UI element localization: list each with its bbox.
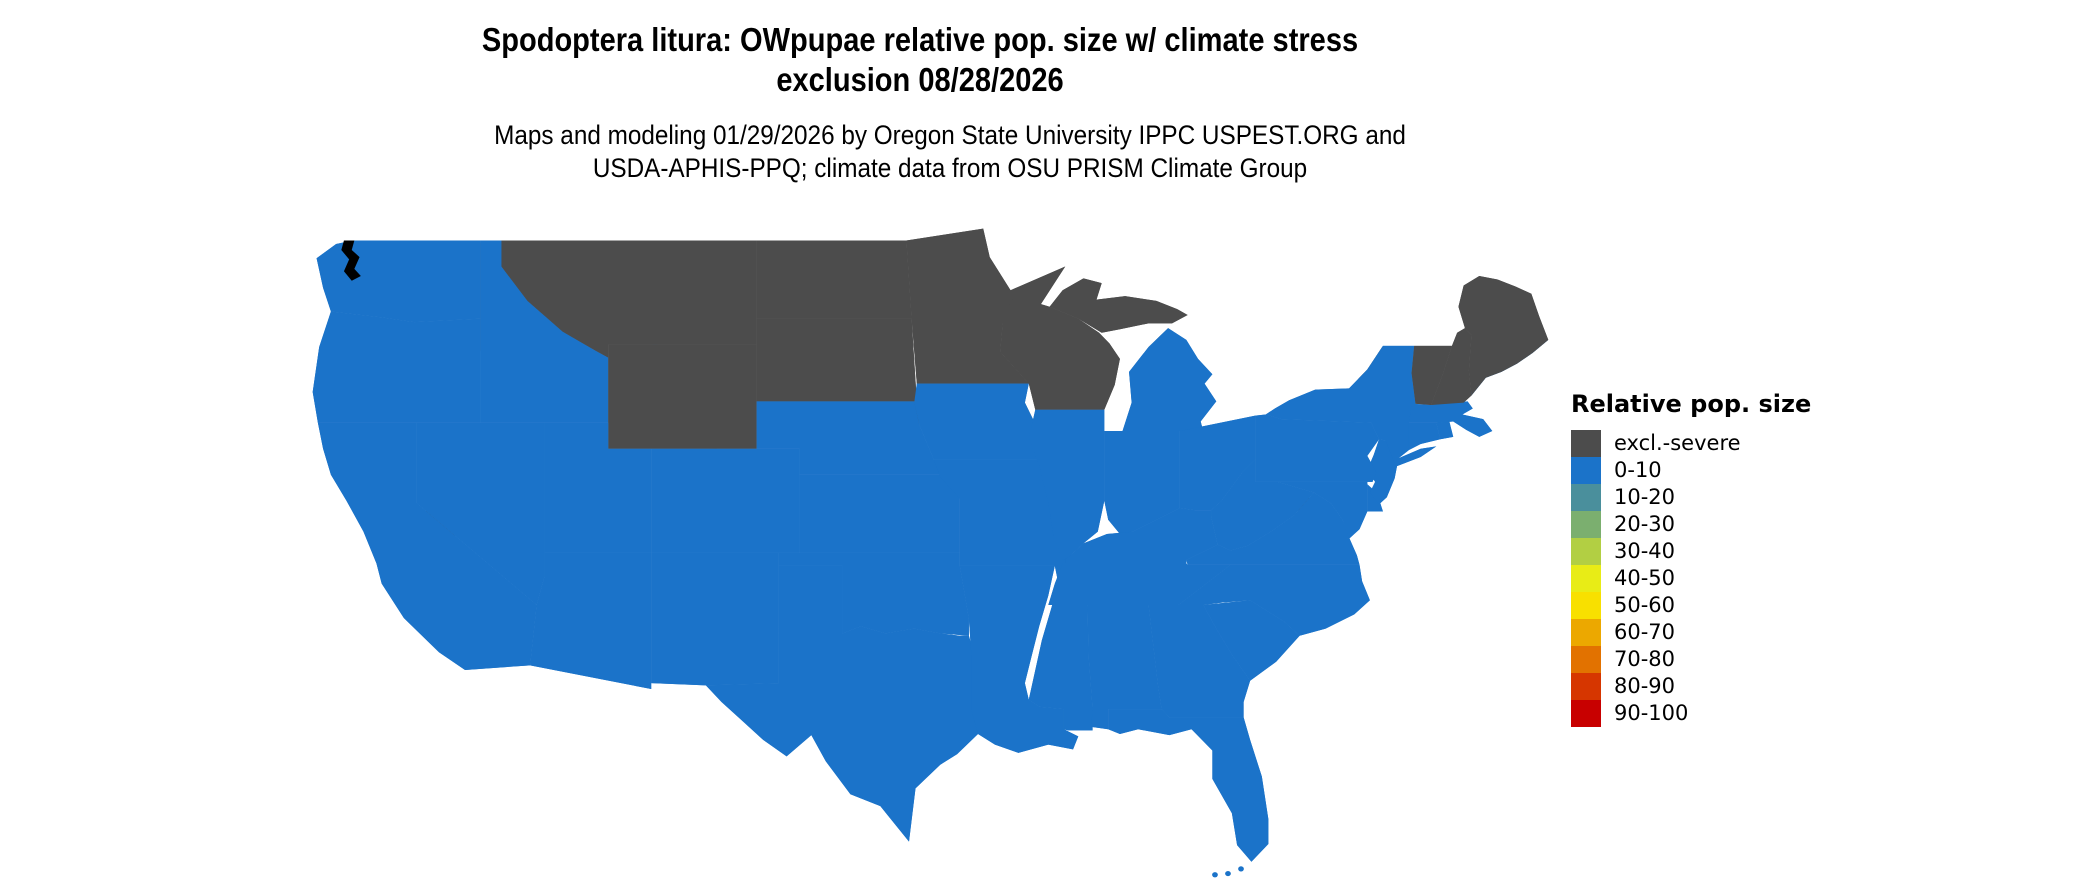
map-title-line1: Spodoptera litura: OWpupae relative pop.… [481,21,1359,58]
state-border [649,447,802,555]
state-border [798,473,962,555]
legend-item: 30-40 [1571,538,1811,565]
legend-color-swatch [1571,592,1601,619]
legend-item-label: 10-20 [1614,485,1676,509]
legend-color-swatch [1571,673,1601,700]
legend-item: 60-70 [1571,619,1811,646]
state-border [1457,274,1550,397]
legend-color-swatch [1571,457,1601,484]
map-subtitle-line2: USDA-APHIS-PPQ; climate data from OSU PR… [592,153,1308,183]
map-subtitle-line1: Maps and modeling 01/29/2026 by Oregon S… [494,120,1406,150]
state-border [1106,707,1270,864]
legend-item: 90-100 [1571,700,1811,727]
legend-items: excl.-severe 0-10 10-20 20-30 30-40 40-5… [1571,430,1811,727]
legend-item-label: 20-30 [1614,512,1676,536]
legend-item: 70-80 [1571,646,1811,673]
map-title: Spodoptera litura: OWpupae relative pop.… [260,20,1580,100]
legend-item: 50-60 [1571,592,1811,619]
state-border [1253,413,1381,484]
legend-color-swatch [1571,565,1601,592]
legend-item: 80-90 [1571,673,1811,700]
legend-title: Relative pop. size [1571,390,1812,418]
state-border [528,551,653,691]
map-subtitle: Maps and modeling 01/29/2026 by Oregon S… [275,119,1625,185]
legend-item: 40-50 [1571,565,1811,592]
florida-keys-dot [1238,866,1244,872]
state-border [311,310,483,425]
legend-color-swatch [1571,619,1601,646]
legend-item: 10-20 [1571,484,1811,511]
state-border [1121,326,1218,433]
state-border [649,551,781,687]
legend-item-label: 80-90 [1614,674,1676,698]
legend-item-label: 90-100 [1614,701,1689,725]
legend-item: 20-30 [1571,511,1811,538]
legend-item-label: 70-80 [1614,647,1676,671]
florida-keys-dot [1212,872,1218,878]
state-border [958,564,1057,659]
legend: Relative pop. size excl.-severe 0-10 10-… [1571,390,1811,727]
state-border [606,343,759,451]
map-title-line2: exclusion 08/28/2026 [776,61,1064,98]
legend-color-swatch [1571,700,1601,727]
legend-item: 0-10 [1571,457,1811,484]
legend-color-swatch [1571,646,1601,673]
state-border [755,239,914,321]
us-choropleth-map [311,227,1550,878]
legend-color-swatch [1571,430,1601,457]
state-borders [311,227,1550,864]
legend-color-swatch [1571,511,1601,538]
legend-color-swatch [1571,538,1601,565]
florida-keys-dot [1225,870,1231,877]
state-border [1407,421,1442,452]
legend-color-swatch [1571,484,1601,511]
legend-item-label: 0-10 [1614,458,1662,482]
legend-item: excl.-severe [1571,430,1811,457]
state-border [755,317,919,403]
legend-item-label: excl.-severe [1614,431,1741,455]
legend-item-label: 60-70 [1614,620,1676,644]
legend-item-label: 30-40 [1614,539,1676,563]
state-border [315,239,483,324]
legend-item-label: 40-50 [1614,566,1676,590]
legend-item-label: 50-60 [1614,593,1676,617]
